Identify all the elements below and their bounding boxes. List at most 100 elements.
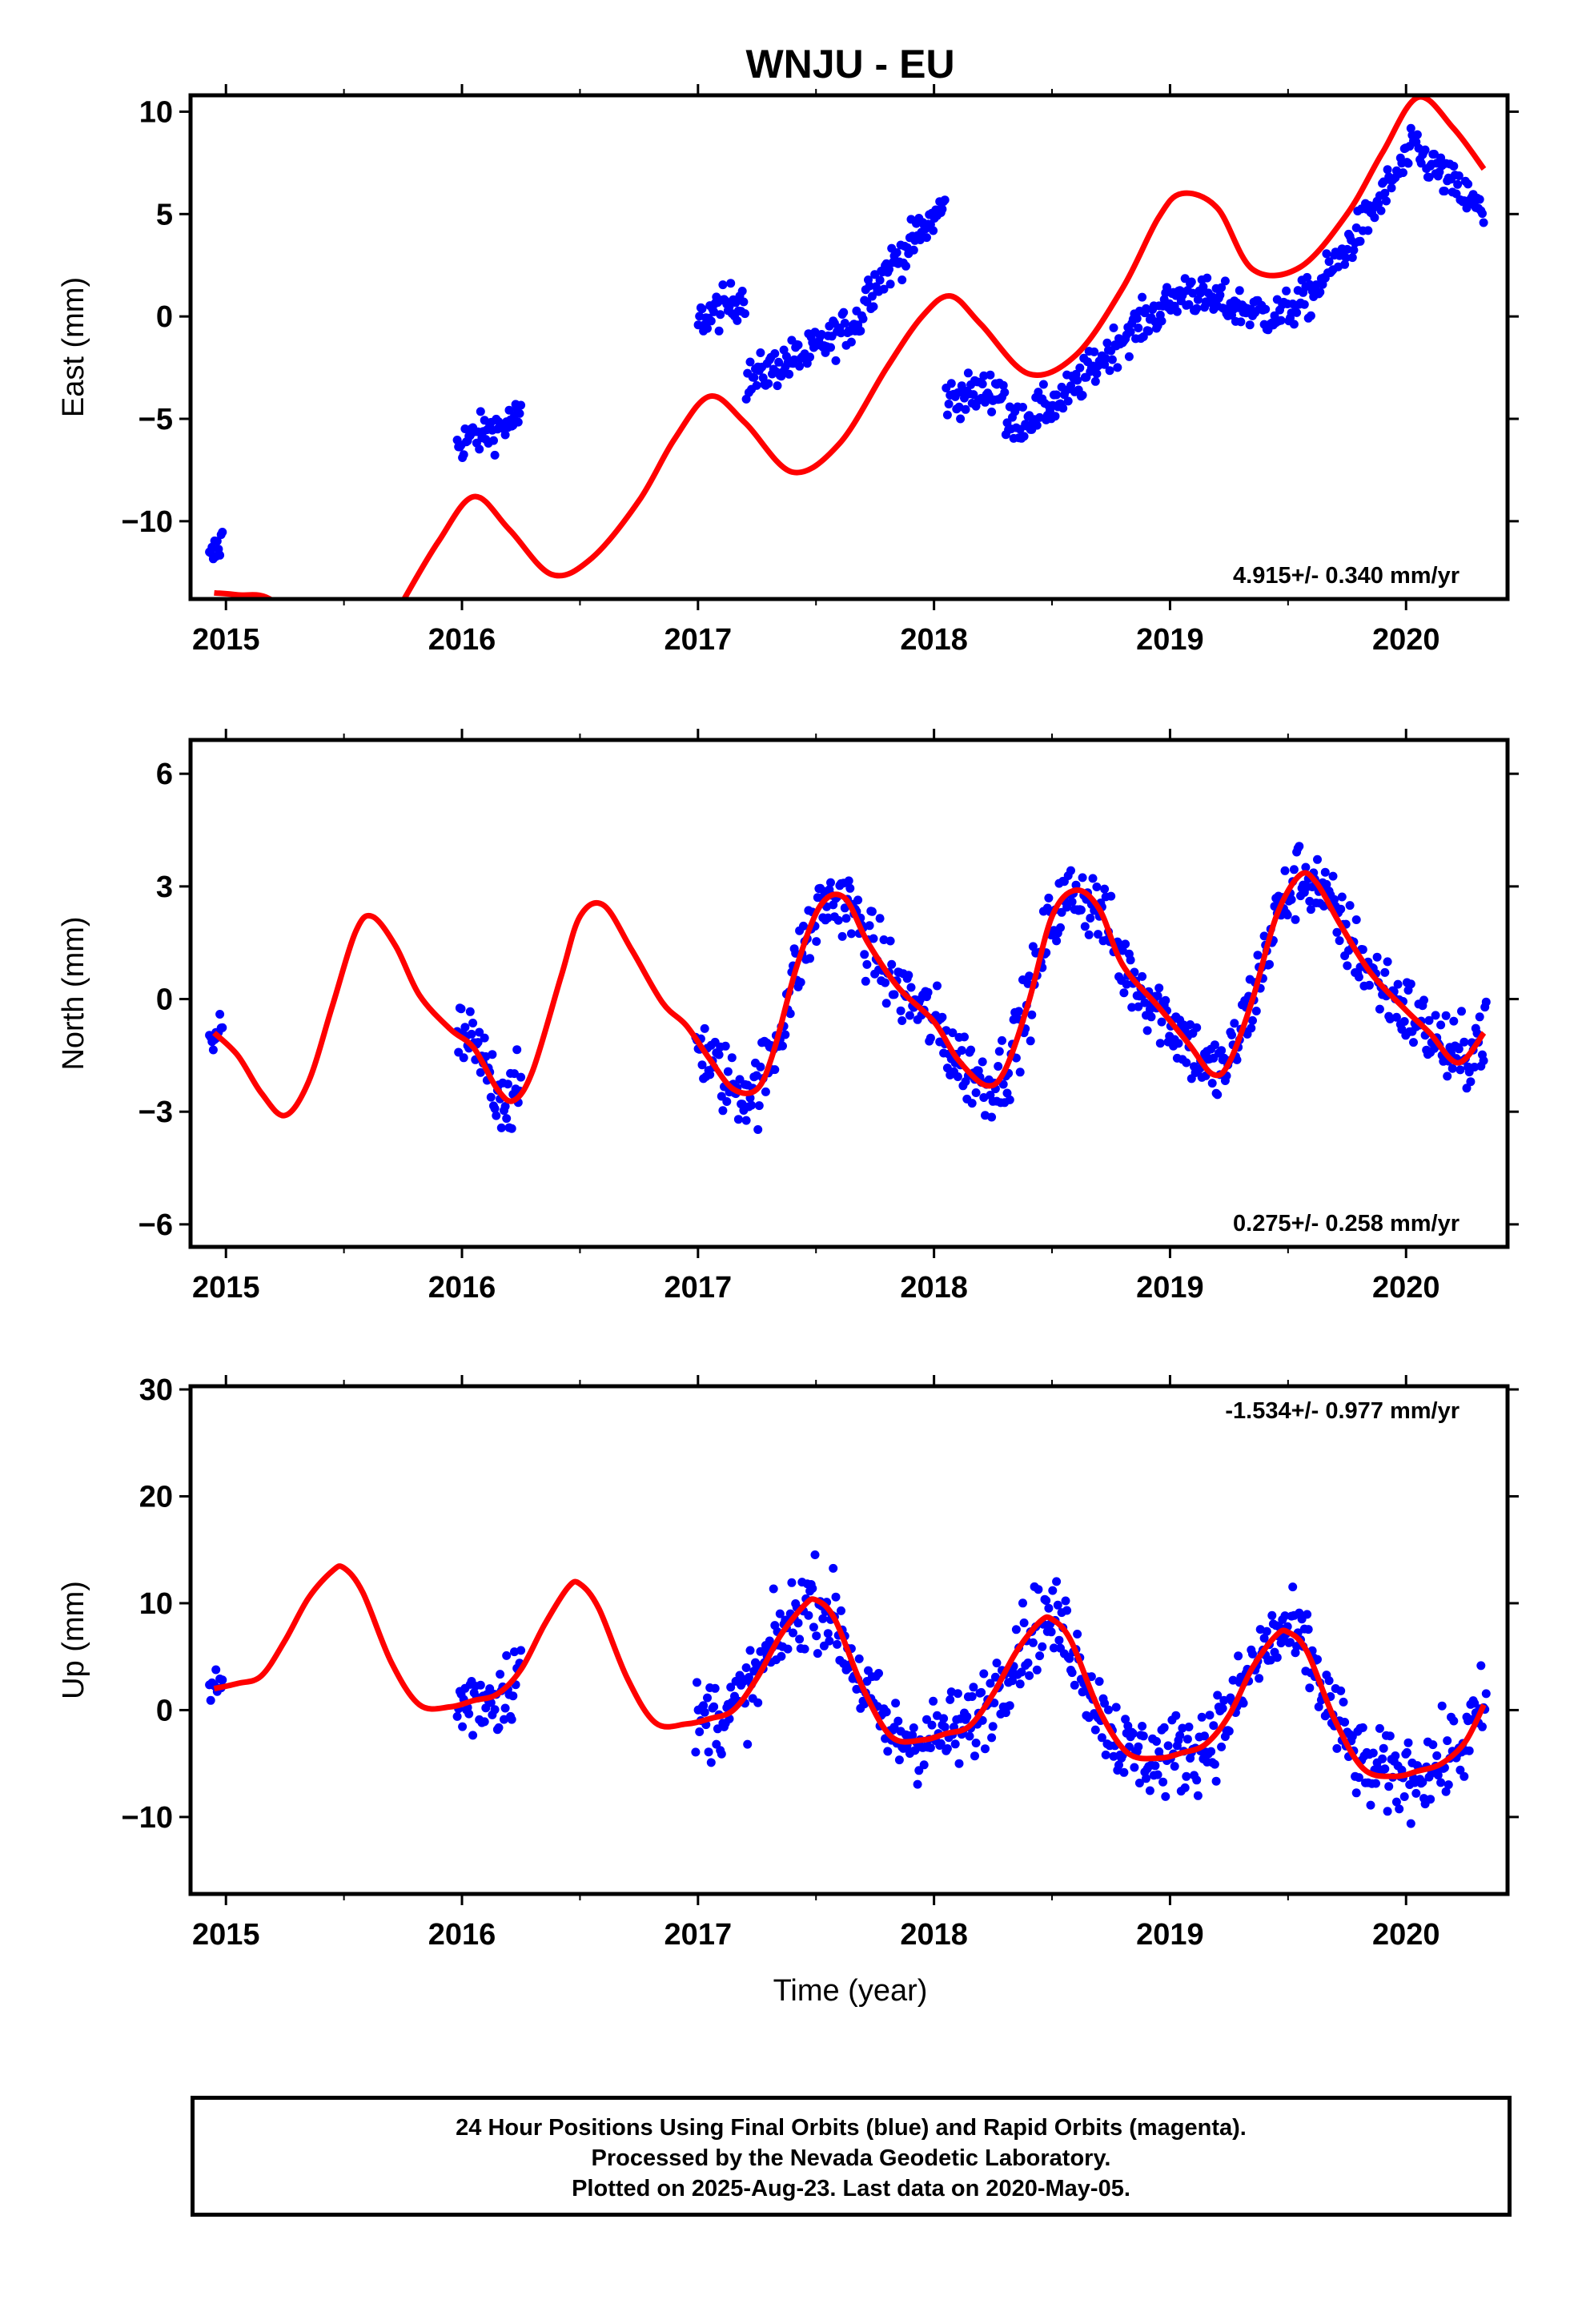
data-point [1416,159,1426,168]
data-point [1372,952,1382,962]
x-tick-label: 2017 [665,623,733,657]
data-point [1399,168,1407,178]
data-point [727,1053,737,1063]
data-point [1094,1677,1104,1687]
data-point [923,987,933,997]
data-point [1032,1665,1042,1675]
data-point [1107,355,1117,364]
data-point [1424,1015,1434,1025]
data-point [854,1654,864,1663]
data-point [853,895,863,905]
data-point [1259,1634,1269,1643]
data-point [1027,1010,1037,1019]
data-point [1217,1046,1227,1055]
data-point [892,248,901,257]
data-point [1157,1017,1166,1027]
data-point [783,1644,793,1654]
x-tick-label: 2020 [1372,623,1440,657]
data-points [205,123,1488,564]
data-point [1109,323,1118,332]
data-point [961,404,970,414]
data-point [745,1646,755,1655]
data-point [825,1636,834,1646]
data-point [1052,390,1062,400]
data-point [1449,1016,1459,1026]
data-point [831,1592,841,1602]
data-point [1276,316,1286,325]
data-point [1363,226,1373,235]
data-point [1399,1792,1409,1801]
data-point [793,1618,803,1628]
data-point [883,1747,893,1756]
data-point [1443,1072,1452,1081]
data-point [1475,1012,1484,1022]
data-point [1018,1598,1027,1608]
data-point [208,1045,218,1055]
data-point [1213,1691,1223,1700]
data-point [1044,1603,1054,1613]
data-point [1000,388,1010,397]
data-point [1439,187,1449,196]
data-point [1406,123,1415,133]
data-point [1017,1667,1026,1677]
data-point [994,1062,1003,1071]
data-point [1475,195,1484,204]
data-point [1092,883,1102,891]
data-point [1050,412,1060,421]
data-point [1042,1596,1051,1606]
data-point [459,450,468,460]
panel-3: −10 0 10 20 30 2015 2016 2017 2018 2019 2020 Up (mm… [57,1373,1519,1952]
data-point [486,1092,496,1102]
data-point [749,372,759,382]
x-tick-label: 2018 [900,1271,968,1305]
y-axis-label: Up (mm) [57,1581,90,1699]
data-point [891,1699,901,1708]
data-point [747,1100,757,1110]
data-point [897,1016,907,1025]
data-point [1339,1697,1348,1707]
data-point [1182,1735,1192,1744]
data-point [971,1088,981,1097]
data-point [1044,893,1054,903]
data-point [1034,1585,1043,1594]
data-point [1370,213,1379,223]
data-point [489,436,498,445]
data-point [1330,895,1339,904]
x-tick-label: 2020 [1372,1918,1440,1952]
data-point [714,326,724,336]
data-point [454,1047,464,1057]
data-point [1380,967,1390,977]
data-point [946,379,956,388]
data-point [1454,171,1464,180]
data-point [1259,931,1269,941]
data-point [1436,153,1446,163]
footer-line-1: 24 Hour Positions Using Final Orbits (bl… [456,2115,1247,2141]
data-point [513,417,523,427]
data-point [703,324,712,333]
data-point [695,1727,705,1736]
data-point [1138,1731,1148,1741]
data-point [978,380,987,388]
data-point [1152,1737,1161,1746]
x-tick-label: 2015 [192,623,260,657]
data-point [1132,314,1142,324]
data-point [1303,1610,1312,1619]
data-point [699,1701,709,1711]
data-point [1172,307,1182,316]
data-point [1073,1630,1082,1638]
data-point [1380,1764,1390,1774]
data-point [879,284,889,294]
data-point [1140,998,1150,1007]
data-point [1100,1699,1110,1708]
data-point [831,356,841,365]
data-point [929,226,938,235]
data-point [753,1125,763,1134]
data-point [468,1731,478,1740]
data-point [1320,867,1330,877]
data-point [206,1695,215,1705]
data-point [929,1696,938,1706]
data-point [1336,904,1346,914]
data-point [490,1705,500,1715]
data-point [756,1647,765,1656]
data-point [1210,1759,1219,1769]
